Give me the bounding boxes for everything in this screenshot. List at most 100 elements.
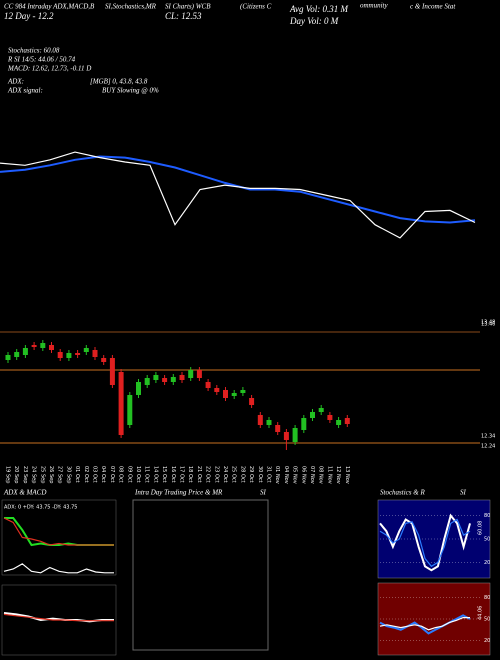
candle-body	[162, 378, 168, 382]
candle-body	[170, 377, 176, 382]
candle-body	[240, 390, 246, 393]
x-tick-label: 04 Oct	[100, 466, 106, 483]
x-tick-label: 12 Nov	[335, 466, 341, 484]
header-title: ommunity	[360, 2, 389, 10]
series-line	[3, 517, 114, 546]
x-tick-label: 09 Oct	[126, 466, 132, 483]
x-tick-label: 06 Nov	[300, 466, 306, 484]
x-tick-label: 10 Oct	[135, 466, 141, 483]
y-tick-label: 13.46	[481, 322, 495, 328]
value-label: 60.08	[478, 521, 484, 535]
x-tick-label: 16 Oct	[170, 466, 176, 483]
x-tick-label: 07 Nov	[309, 466, 315, 484]
y-tick-label: 50	[484, 537, 490, 543]
candle-body	[179, 375, 185, 380]
candle-body	[83, 348, 89, 352]
candle-body	[223, 390, 228, 398]
series-line	[0, 151, 476, 239]
x-tick-label: 30 Oct	[257, 466, 263, 483]
candle-body	[101, 358, 107, 362]
adx-values: [MGB] 0, 43.8, 43.8	[90, 78, 148, 86]
candle-body	[214, 388, 220, 392]
candle-body	[14, 352, 20, 357]
header-title: SI Charts) WCB	[165, 3, 211, 11]
close: CL: 12.53	[165, 11, 202, 21]
candle-body	[310, 412, 315, 418]
header-title: (Citizens C	[240, 3, 272, 11]
x-tick-label: 27 Sep	[57, 466, 63, 483]
series-line	[379, 617, 470, 631]
candle-body	[22, 348, 28, 355]
y-tick-label: 80	[484, 513, 490, 519]
series-line	[3, 563, 114, 574]
candle-body	[144, 378, 150, 385]
stochastics: Stochastics: 60.08	[8, 47, 60, 55]
x-tick-label: 07 Oct	[109, 466, 115, 483]
candle-body	[40, 343, 46, 348]
x-tick-label: 01 Nov	[274, 466, 280, 484]
candle-body	[118, 372, 124, 435]
candle-body	[5, 355, 11, 360]
x-tick-label: 18 Oct	[187, 466, 193, 483]
macd: MACD: 12.62, 12.73, -0.11 D	[7, 65, 91, 73]
adx-panel	[1, 499, 117, 576]
x-tick-label: 23 Oct	[213, 466, 219, 483]
candle-body	[92, 350, 98, 357]
value-label: 44.06	[478, 606, 484, 620]
x-tick-label: 01 Oct	[74, 466, 80, 483]
x-tick-label: 26 Sep	[48, 466, 54, 483]
x-tick-label: 25 Sep	[39, 466, 45, 483]
panel-title: ADX & MACD	[3, 489, 46, 497]
header-title: c & Income Stat	[410, 3, 456, 11]
x-tick-label: 22 Oct	[205, 466, 211, 483]
panel-title: SI	[460, 489, 467, 497]
day-range: 12 Day - 12.2	[4, 11, 54, 21]
panel-title: Intra Day Trading Price & MR	[134, 489, 223, 497]
candle-body	[231, 393, 237, 396]
header-title: CC 984 Intraday ADX,MACD,B	[4, 3, 95, 11]
x-tick-label: 03 Oct	[92, 466, 98, 483]
y-tick-label: 12.34	[481, 434, 495, 440]
x-tick-label: 20 Sep	[13, 466, 19, 483]
candle-body	[66, 353, 72, 358]
candle-body	[49, 345, 54, 350]
x-tick-label: 31 Oct	[266, 466, 272, 483]
candle-body	[336, 420, 342, 425]
candle-body	[301, 418, 307, 430]
candle-body	[127, 395, 133, 425]
candle-body	[136, 382, 141, 395]
adx-signal-label: ADX signal:	[7, 87, 43, 95]
day-vol: Day Vol: 0 M	[289, 16, 339, 26]
x-tick-label: 11 Nov	[326, 466, 332, 484]
x-tick-label: 30 Sep	[65, 466, 71, 483]
x-tick-label: 21 Oct	[196, 466, 202, 483]
candle-body	[283, 432, 289, 440]
candle-body	[318, 408, 324, 412]
annotation: ADX: 0 +DY: 43.75 -DY: 43.75	[4, 505, 77, 511]
candle-body	[292, 428, 298, 442]
x-tick-label: 11 Oct	[144, 466, 150, 483]
y-tick-label: 80	[484, 595, 490, 601]
x-tick-label: 23 Sep	[22, 466, 28, 483]
series-line	[3, 613, 114, 622]
candle-body	[31, 345, 37, 347]
candle-body	[266, 420, 272, 425]
y-tick-label: 50	[484, 617, 490, 623]
candle-body	[249, 398, 255, 405]
candle-body	[275, 425, 281, 432]
candle-body	[327, 415, 333, 420]
x-tick-label: 04 Nov	[283, 466, 289, 484]
candle-body	[153, 375, 159, 380]
candle-body	[196, 370, 202, 378]
x-tick-label: 17 Oct	[179, 466, 185, 483]
x-tick-label: 02 Oct	[83, 466, 89, 483]
x-tick-label: 14 Oct	[152, 466, 158, 483]
x-tick-label: 15 Oct	[161, 466, 167, 483]
y-tick-label: 13.48	[481, 320, 495, 326]
x-tick-label: 24 Sep	[31, 466, 37, 483]
y-tick-label: 12.24	[481, 444, 495, 450]
rsi: R SI 14/5: 44.06 / 50.74	[7, 56, 76, 64]
adx: ADX:	[7, 78, 24, 86]
x-tick-label: 25 Oct	[231, 466, 237, 483]
